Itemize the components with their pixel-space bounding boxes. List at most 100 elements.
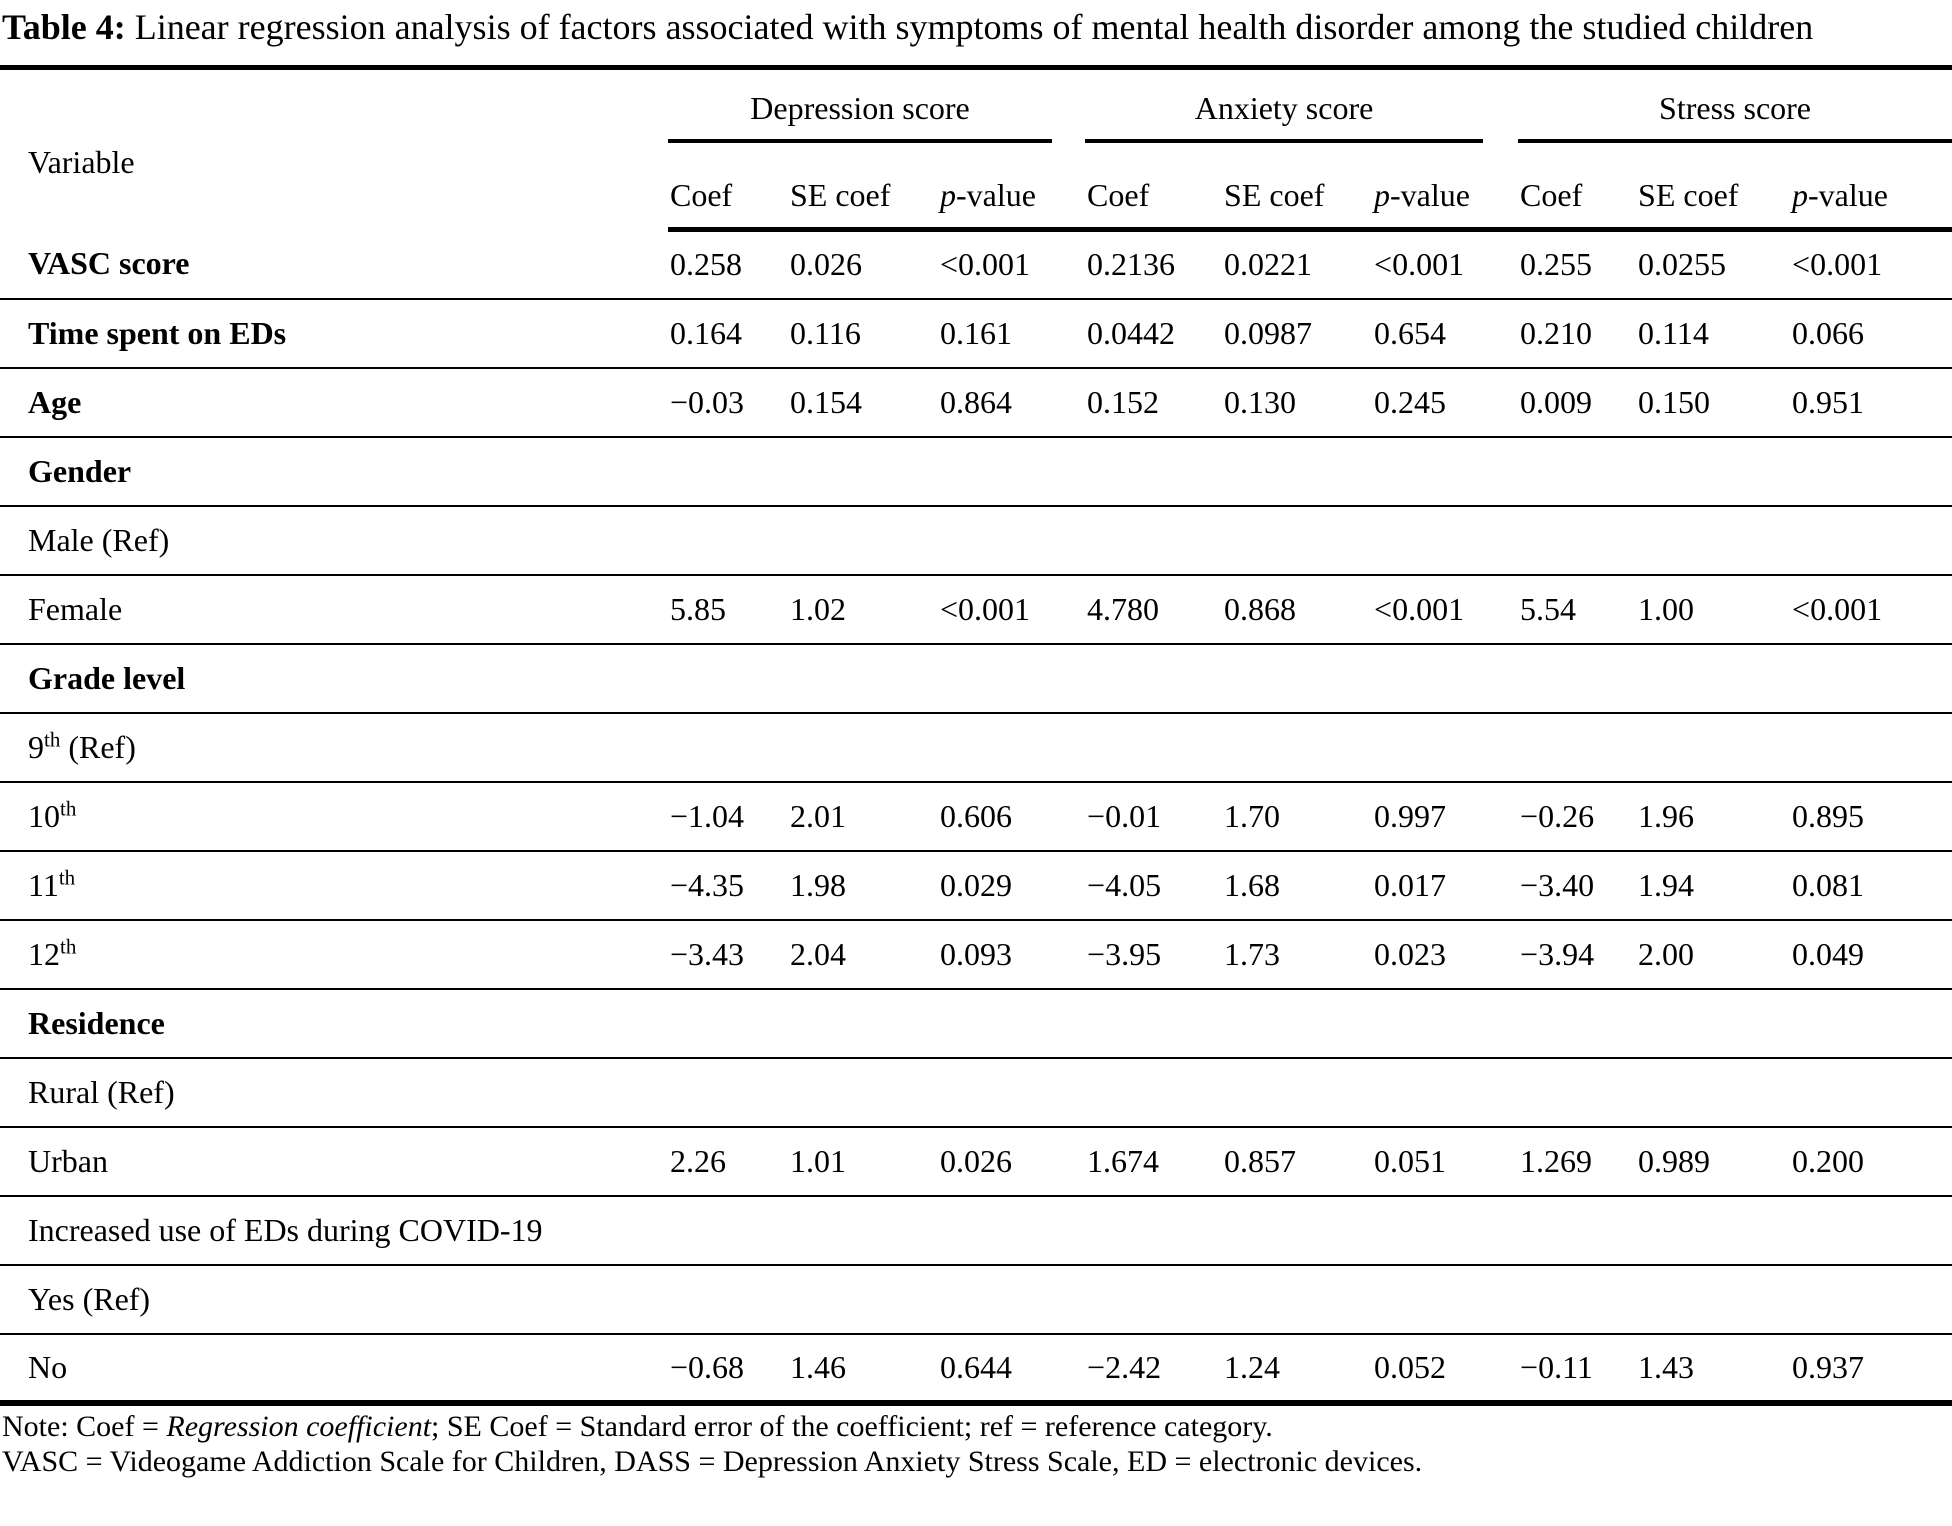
value-cell: 0.116 — [788, 298, 938, 369]
table-row: 9th (Ref) — [0, 712, 1952, 783]
value-cell: 0.0987 — [1222, 298, 1373, 369]
value-cell: −1.04 — [668, 781, 788, 852]
row-label: Age — [0, 367, 668, 438]
row-label: 9th (Ref) — [0, 712, 668, 783]
value-cell — [1518, 712, 1637, 783]
subheader-p-value: p-value — [1372, 163, 1519, 232]
value-cell — [668, 988, 788, 1059]
table-row: 10th −1.04 2.01 0.606 −0.01 1.70 0.997 −0.26 1.9… — [0, 781, 1952, 852]
note-line-2: VASC = Videogame Addiction Scale for Chi… — [2, 1444, 1423, 1478]
value-cell — [1790, 643, 1952, 714]
table-row: 12th −3.43 2.04 0.093 −3.95 1.73 0.023 −3.94 2.0… — [0, 919, 1952, 990]
value-cell: 0.210 — [1518, 298, 1637, 369]
value-cell: 1.02 — [788, 574, 938, 645]
value-cell: 0.200 — [1790, 1126, 1952, 1197]
value-cell: 0.2136 — [1085, 229, 1223, 300]
value-cell: 0.130 — [1222, 367, 1373, 438]
value-cell: 2.26 — [668, 1126, 788, 1197]
value-cell — [1636, 988, 1791, 1059]
value-cell — [1222, 988, 1373, 1059]
value-cell — [1085, 643, 1223, 714]
value-cell — [938, 436, 1086, 507]
value-cell: 0.864 — [938, 367, 1086, 438]
value-cell — [1372, 643, 1519, 714]
value-cell: 0.895 — [1790, 781, 1952, 852]
subheader-coef: Coef — [1518, 163, 1637, 232]
row-label: Grade level — [0, 643, 668, 714]
value-cell — [1222, 505, 1373, 576]
table-body: VASC score 0.258 0.026 <0.001 0.2136 0.0221 <0… — [0, 229, 1952, 1406]
value-cell — [668, 1057, 788, 1128]
value-cell: 0.093 — [938, 919, 1086, 990]
value-cell: 5.85 — [668, 574, 788, 645]
row-label: No — [0, 1333, 668, 1406]
value-cell: −3.43 — [668, 919, 788, 990]
table-title: Table 4: Linear regression analysis of f… — [0, 0, 1952, 51]
value-cell: 0.017 — [1372, 850, 1519, 921]
value-cell: 0.052 — [1372, 1333, 1519, 1406]
table-row: No −0.68 1.46 0.644 −2.42 1.24 0.052 −0.11 1.43 0… — [0, 1333, 1952, 1406]
subheader-p-value: p-value — [1790, 163, 1952, 232]
value-cell — [1636, 436, 1791, 507]
subheader-p-value: p-value — [938, 163, 1086, 232]
value-cell: −0.11 — [1518, 1333, 1637, 1406]
value-cell: 0.081 — [1790, 850, 1952, 921]
value-cell — [1085, 436, 1223, 507]
value-cell: 0.989 — [1636, 1126, 1791, 1197]
value-cell — [668, 1195, 788, 1266]
value-cell — [1222, 1264, 1373, 1335]
value-cell: 0.0442 — [1085, 298, 1223, 369]
value-cell: 5.54 — [1518, 574, 1637, 645]
note-line-1: Note: Coef = Regression coefficient; SE … — [2, 1409, 1273, 1443]
value-cell — [938, 505, 1086, 576]
value-cell — [1790, 505, 1952, 576]
value-cell: 1.24 — [1222, 1333, 1373, 1406]
value-cell — [1372, 505, 1519, 576]
group-anxiety-label: Anxiety score — [1194, 90, 1374, 127]
value-cell: 0.009 — [1518, 367, 1637, 438]
value-cell: −0.68 — [668, 1333, 788, 1406]
value-cell — [788, 712, 938, 783]
value-cell: 1.00 — [1636, 574, 1791, 645]
value-cell: −3.40 — [1518, 850, 1637, 921]
value-cell: 2.00 — [1636, 919, 1791, 990]
value-cell: 0.937 — [1790, 1333, 1952, 1406]
value-cell — [938, 1195, 1086, 1266]
value-cell — [788, 988, 938, 1059]
value-cell: 0.255 — [1518, 229, 1637, 300]
value-cell — [1790, 436, 1952, 507]
value-cell — [1790, 988, 1952, 1059]
value-cell — [1085, 1195, 1223, 1266]
sub-header-row: Coef SE coef p-value Coef SE coef p-valu… — [0, 163, 1952, 232]
row-label: Residence — [0, 988, 668, 1059]
row-label: VASC score — [0, 229, 668, 300]
value-cell — [788, 1264, 938, 1335]
value-cell — [1518, 436, 1637, 507]
value-cell — [1085, 712, 1223, 783]
value-cell — [788, 505, 938, 576]
group-depression-label: Depression score — [750, 90, 970, 127]
value-cell: 0.066 — [1790, 298, 1952, 369]
value-cell — [1790, 1057, 1952, 1128]
value-cell — [938, 988, 1086, 1059]
group-depression: Depression score — [668, 68, 1085, 164]
value-cell — [1372, 1264, 1519, 1335]
value-cell: 0.026 — [938, 1126, 1086, 1197]
variable-header: Variable — [28, 144, 135, 181]
subheader-coef: Coef — [668, 163, 788, 232]
value-cell — [1636, 505, 1791, 576]
value-cell: 0.029 — [938, 850, 1086, 921]
value-cell — [1790, 712, 1952, 783]
value-cell: 0.026 — [788, 229, 938, 300]
value-cell: −4.35 — [668, 850, 788, 921]
group-stress-label: Stress score — [1659, 90, 1811, 127]
value-cell: 0.114 — [1636, 298, 1791, 369]
subheader-se-coef: SE coef — [1222, 163, 1373, 232]
table-header: Variable Depression score Anxiety score … — [0, 68, 1952, 232]
value-cell: 0.258 — [668, 229, 788, 300]
value-cell: <0.001 — [938, 574, 1086, 645]
value-cell: 0.150 — [1636, 367, 1791, 438]
value-cell: 0.868 — [1222, 574, 1373, 645]
value-cell: 0.023 — [1372, 919, 1519, 990]
